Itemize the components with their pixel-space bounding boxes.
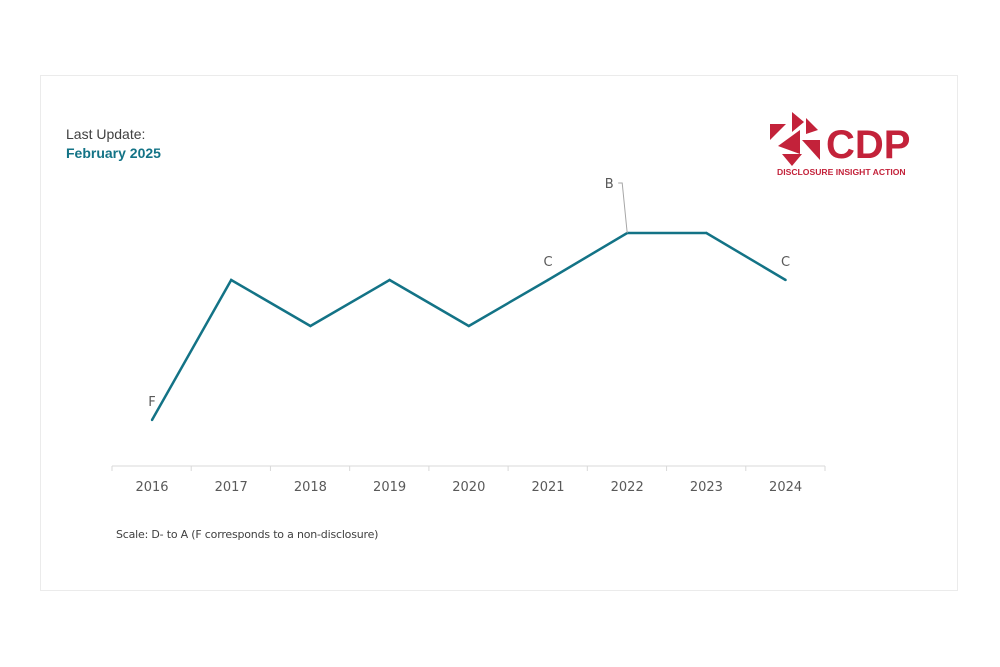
scale-note: Scale: D- to A (F corresponds to a non-d… (116, 528, 379, 541)
data-point (546, 278, 550, 282)
cdp-logo-mark (770, 112, 820, 166)
data-point (784, 278, 787, 282)
cdp-logo: CDP DISCLOSURE INSIGHT ACTION (770, 112, 910, 177)
data-point (230, 278, 233, 282)
x-tick-label: 2016 (135, 480, 168, 495)
last-update-label: Last Update: (66, 126, 146, 142)
x-tick-label: 2017 (215, 480, 248, 495)
data-labels: F C B C (148, 177, 790, 410)
x-tick-label: 2019 (373, 480, 406, 495)
x-tick-label: 2020 (452, 480, 485, 495)
data-point (705, 231, 708, 235)
series-layer (150, 231, 787, 422)
data-label: F (148, 395, 155, 410)
x-tick-label: 2023 (690, 480, 723, 495)
x-tick-label: 2018 (294, 480, 327, 495)
data-point (150, 418, 154, 422)
data-label: B (605, 177, 614, 192)
data-label-leader (618, 182, 628, 234)
cdp-logo-tagline: DISCLOSURE INSIGHT ACTION (777, 167, 906, 177)
x-tick-label: 2022 (611, 480, 644, 495)
data-label: C (781, 255, 790, 270)
last-update-date: February 2025 (66, 145, 161, 161)
x-tick-label: 2021 (531, 480, 564, 495)
chart-card (40, 75, 958, 591)
x-tick-label: 2024 (769, 480, 802, 495)
cdp-logo-text: CDP (826, 123, 910, 167)
x-axis: 2016 2017 2018 2019 2020 2021 2022 2023 2024 (111, 465, 826, 495)
data-point (388, 278, 391, 282)
data-point (309, 324, 312, 328)
data-label: C (543, 255, 552, 270)
data-point (467, 324, 470, 328)
